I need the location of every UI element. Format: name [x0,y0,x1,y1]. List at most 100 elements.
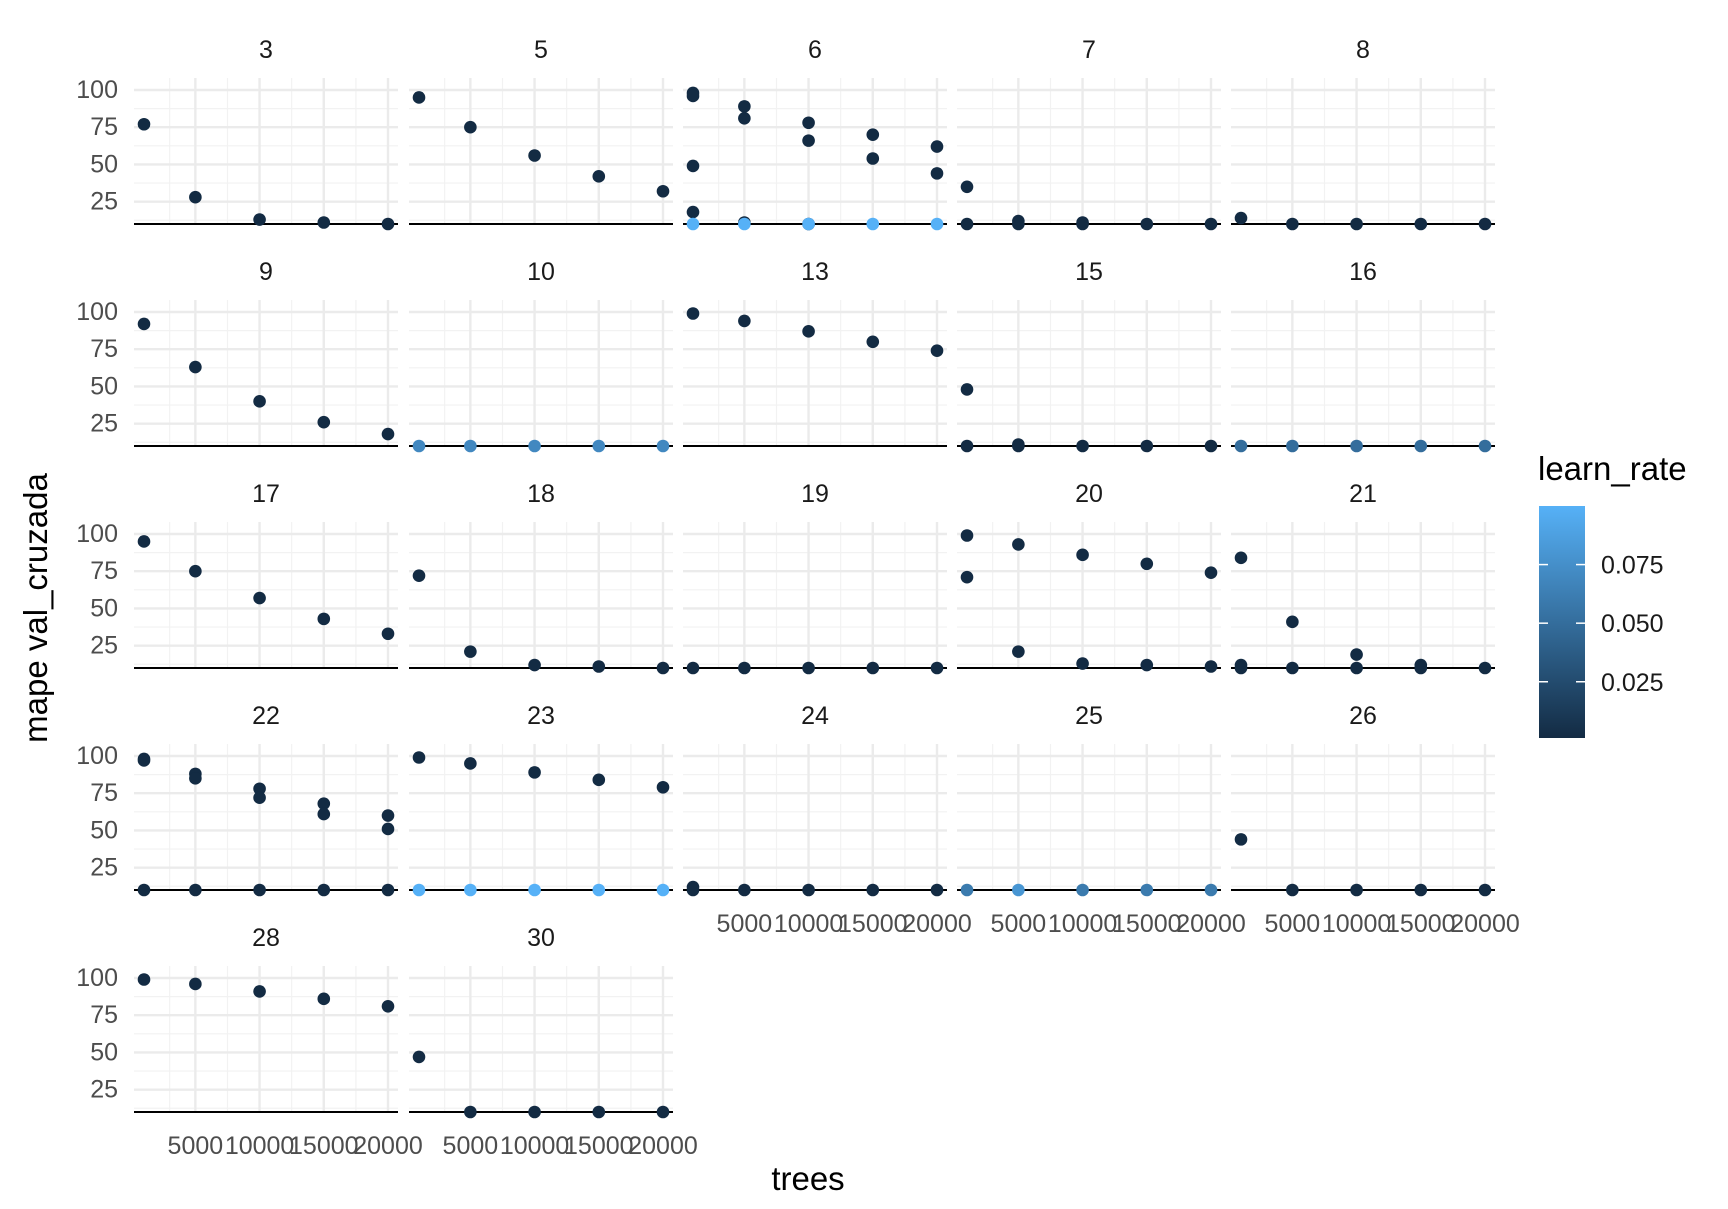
data-point [189,190,202,204]
data-point [137,883,151,897]
y-tick-label: 100 [76,76,118,104]
x-tick-label: 20000 [628,1132,698,1160]
data-point [137,973,151,986]
y-tick-label: 50 [90,1038,118,1066]
data-point [802,325,815,338]
x-tick-label: 20000 [902,910,972,938]
x-tick-label: 15000 [564,1132,634,1160]
data-point [528,439,541,453]
data-point [1286,615,1299,629]
data-point [738,217,751,231]
data-point [1286,217,1299,231]
data-point [137,317,151,331]
data-point [1204,660,1218,673]
legend-tick-label: 0.050 [1601,610,1664,638]
data-point [1204,439,1218,453]
data-point [1012,645,1025,658]
data-point [412,569,426,582]
y-tick-label: 100 [76,742,118,770]
facet-strip-label: 17 [252,480,280,508]
x-axis-title: trees [771,1160,844,1197]
y-tick-label: 75 [90,557,118,585]
data-point [930,167,944,180]
data-point [1286,439,1299,453]
data-point [1204,217,1218,231]
data-point [317,216,331,229]
x-tick-label: 20000 [353,1132,423,1160]
data-point [738,314,751,328]
facet-panel: 13 [683,258,947,447]
facet-panel: 8 [1231,36,1495,231]
data-point [1204,566,1218,580]
data-point [381,883,395,897]
data-point [1414,217,1428,231]
data-point [1478,661,1492,675]
data-point [1234,551,1248,565]
data-point [528,658,541,672]
data-point [1140,439,1154,453]
data-point [1350,661,1363,675]
data-point [866,883,880,897]
facet-strip-label: 5 [534,36,548,64]
data-point [464,883,477,897]
y-tick-label: 25 [90,188,118,216]
data-point [1012,439,1025,453]
data-point [1140,557,1154,571]
data-point [412,439,426,453]
data-point [317,807,331,821]
x-tick-label: 5000 [717,910,773,938]
data-point [802,134,815,147]
data-point [1076,548,1089,562]
data-point [738,111,751,125]
facet-strip-label: 15 [1075,258,1103,286]
data-point [656,661,670,675]
x-tick-label: 15000 [1386,910,1456,938]
data-point [1076,883,1089,897]
x-tick-label: 5000 [443,1132,499,1160]
data-point [317,797,331,810]
y-tick-label: 50 [90,372,118,400]
data-point [930,217,944,231]
data-point [464,439,477,453]
facet-strip-label: 20 [1075,480,1103,508]
facet-panels: 3 25 50 75 100 5 6 7 8 9 25 50 75 100 10 13 15 16 17 25 50 75… [76,36,1519,1160]
facet-strip-label: 30 [527,924,555,952]
data-point [866,217,880,231]
data-point [1350,883,1363,897]
data-point [738,661,751,675]
facet-strip-label: 3 [259,36,273,64]
data-point [317,612,331,626]
data-point [464,645,477,658]
y-tick-label: 75 [90,779,118,807]
data-point [656,883,670,897]
legend-ticks: 0.025 0.050 0.075 [1539,552,1664,697]
x-tick-label: 20000 [1176,910,1246,938]
data-point [930,140,944,153]
facet-panel: 19 [683,480,947,675]
data-point [592,883,606,897]
data-point [686,217,700,231]
data-point [686,307,700,320]
data-point [253,213,266,226]
x-tick-label: 15000 [1112,910,1182,938]
facet-strip-label: 23 [527,702,555,730]
data-point [317,415,331,429]
x-tick-label: 5000 [1265,910,1321,938]
data-point [686,205,700,219]
x-tick-label: 20000 [1450,910,1520,938]
data-point [738,100,751,113]
x-tick-label: 5000 [168,1132,224,1160]
data-point [1234,661,1248,675]
data-point [1140,658,1154,672]
facet-strip-label: 7 [1082,36,1096,64]
data-point [960,883,974,897]
data-point [137,117,151,131]
data-point [866,152,880,165]
data-point [960,529,974,542]
y-tick-label: 25 [90,1076,118,1104]
y-tick-label: 50 [90,150,118,178]
data-point [464,757,477,770]
facet-strip-label: 6 [808,36,822,64]
